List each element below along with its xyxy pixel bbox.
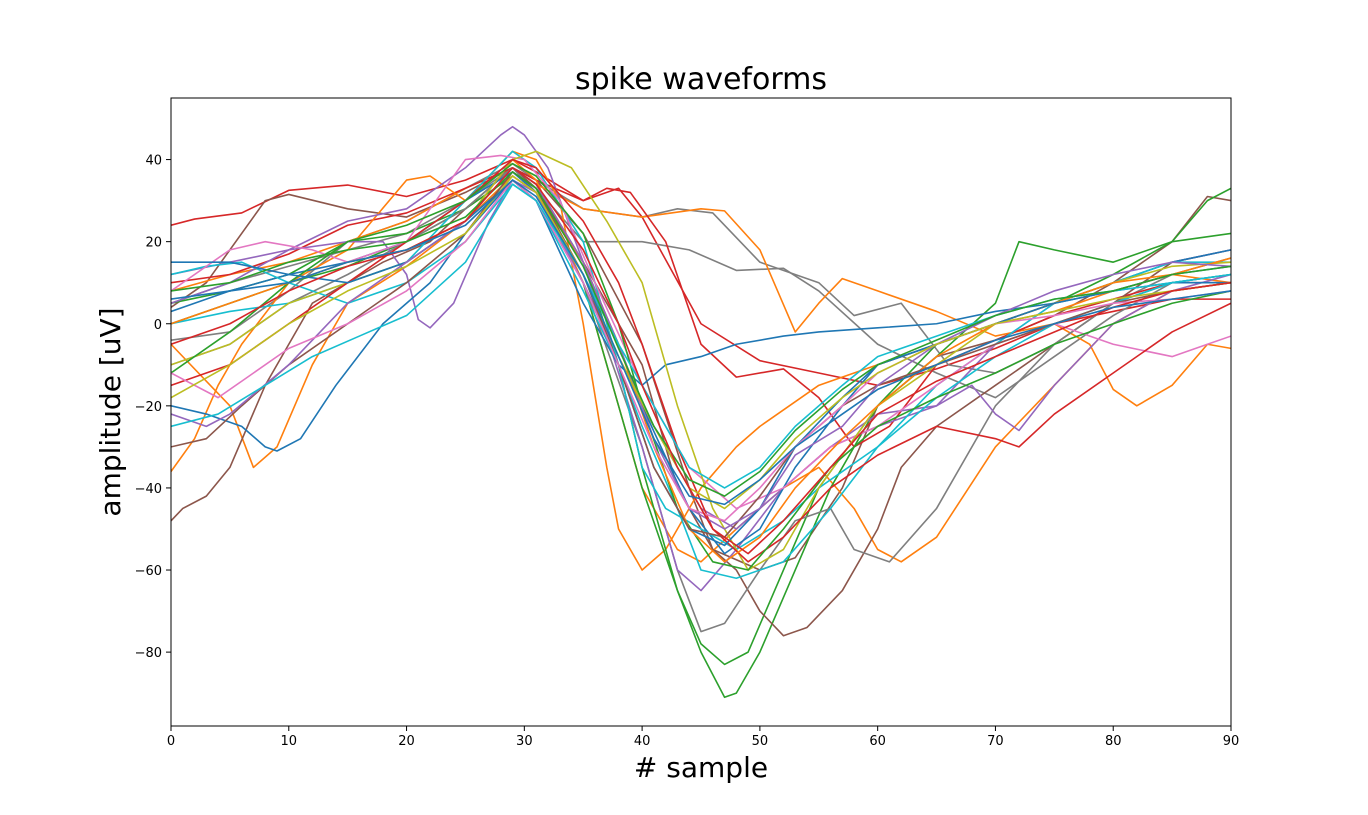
x-tick-label: 40 [634,734,651,749]
series-line-20 [171,158,1231,563]
y-tick-label: 0 [154,318,162,333]
series-line-11 [171,166,1231,633]
y-tick-label: −40 [135,482,162,497]
y-axis-label: amplitude [uV] [94,307,127,516]
x-tick-label: 90 [1223,734,1240,749]
series-line-31 [171,179,1231,506]
series-line-12 [171,125,1231,592]
x-axis-label: # sample [634,751,768,784]
series-line-4 [171,166,1231,407]
x-tick-label: 0 [167,734,175,749]
series-line-26 [171,179,1231,522]
x-tick-label: 60 [869,734,886,749]
y-tick-label: 40 [145,154,162,169]
series-line-23 [171,179,1231,547]
x-tick-label: 10 [281,734,298,749]
series-line-25 [171,166,1231,530]
plot-frame [170,97,1232,727]
chart-title: spike waveforms [575,62,827,97]
series-line-3 [171,166,1231,399]
series-line-0 [171,158,1231,387]
series-layer [171,125,1231,699]
series-line-24 [171,171,1231,538]
x-tick-label: 70 [987,734,1004,749]
y-tick-label: −80 [135,646,162,661]
series-line-29 [171,171,1231,497]
x-tick-label: 20 [398,734,415,749]
x-tick-label: 50 [752,734,769,749]
series-line-10 [171,166,1231,637]
y-tick-label: 20 [145,236,162,251]
x-axis: 0 10 20 30 40 50 60 70 80 90 [167,726,1239,749]
series-line-30 [171,166,1231,555]
x-tick-label: 80 [1105,734,1122,749]
y-axis: 40 20 0 −20 −40 −60 −80 [135,154,171,661]
y-tick-label: −60 [135,564,162,579]
x-tick-label: 30 [516,734,533,749]
series-line-5 [171,166,1231,448]
series-line-7 [171,158,1231,563]
series-line-9 [171,166,1231,666]
y-tick-label: −20 [135,400,162,415]
series-line-14 [171,179,1231,452]
